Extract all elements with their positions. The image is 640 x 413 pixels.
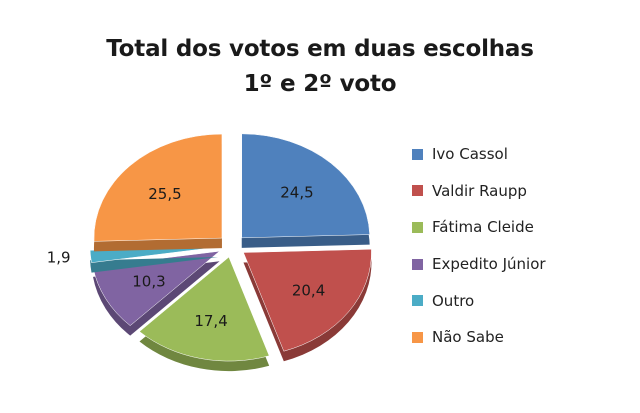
legend-item: Ivo Cassol (412, 136, 632, 173)
pie-slices (89, 133, 372, 372)
chart-title-line-2: 1º e 2º voto (243, 71, 397, 97)
legend-item: Fátima Cleide (412, 209, 632, 246)
legend-swatch (412, 258, 423, 270)
legend-item: Outro (412, 282, 632, 319)
pie-data-label: 20,4 (292, 281, 325, 299)
pie-data-label: 25,5 (148, 185, 181, 203)
legend-swatch (412, 185, 423, 197)
chart-title-line-1: Total dos votos em duas escolhas (106, 36, 534, 62)
legend-item: Valdir Raupp (412, 173, 632, 210)
pie-data-label: 10,3 (132, 273, 165, 291)
legend-label: Valdir Raupp (432, 181, 527, 200)
legend-swatch (412, 221, 423, 233)
pie-data-label: 24,5 (280, 184, 313, 202)
legend-swatch (412, 295, 423, 307)
legend-item: Não Sabe (412, 319, 632, 356)
legend-label: Expedito Júnior (432, 255, 546, 274)
pie-slice-n-o-sabe (93, 133, 223, 242)
pie-data-labels: 24,5 20,4 17,4 10,3 1,9 25,5 (47, 184, 326, 330)
legend-swatch (412, 148, 423, 160)
pie-data-label: 17,4 (194, 312, 227, 330)
legend-label: Não Sabe (432, 328, 504, 347)
legend-item: Expedito Júnior (412, 246, 632, 283)
legend-label: Ivo Cassol (432, 145, 508, 164)
pie-slice-valdir-raupp (243, 248, 372, 352)
legend-label: Fátima Cleide (432, 218, 534, 237)
legend-label: Outro (432, 291, 475, 310)
pie-slice-outro (89, 246, 219, 263)
pie-slice-side-4 (90, 257, 219, 273)
pie-slice-ivo-cassol (241, 133, 370, 239)
chart-legend: Ivo Cassol Valdir Raupp Fátima Cleide Exped… (412, 136, 632, 356)
pie-slice-f-tima-cleide (139, 256, 270, 362)
legend-swatch (412, 331, 423, 343)
pie-data-label: 1,9 (47, 248, 71, 266)
